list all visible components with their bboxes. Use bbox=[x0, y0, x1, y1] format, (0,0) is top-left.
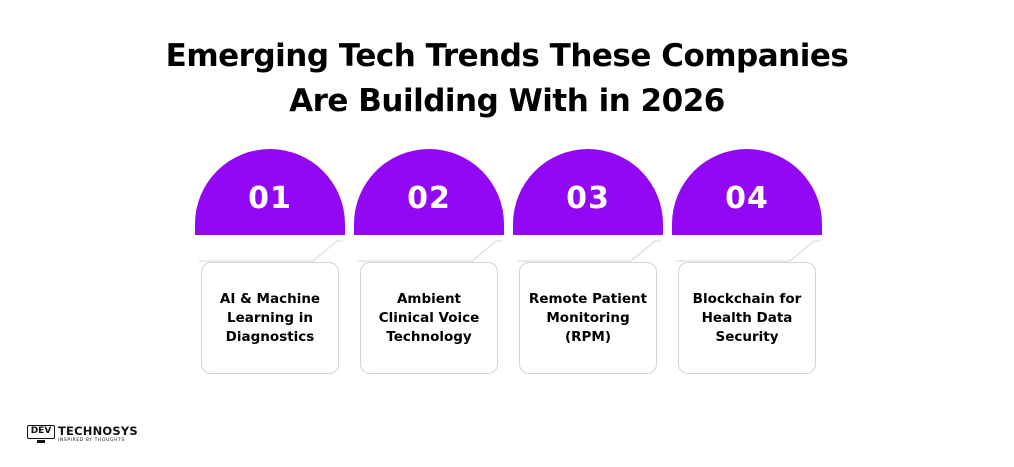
step-number-dome: 03 bbox=[513, 149, 663, 235]
step-label: Ambient Clinical Voice Technology bbox=[378, 290, 480, 345]
logo-mark: DEV bbox=[30, 426, 52, 436]
step-label-box: Blockchain for Health Data Security bbox=[678, 262, 816, 374]
company-logo: DEV TECHNOSYS INSPIRED BY THOUGHTS bbox=[27, 424, 147, 446]
step-label-box: Ambient Clinical Voice Technology bbox=[360, 262, 498, 374]
step-number: 01 bbox=[248, 180, 292, 216]
step-number-dome: 04 bbox=[672, 149, 822, 235]
step-label: AI & Machine Learning in Diagnostics bbox=[219, 290, 321, 345]
connector-line bbox=[517, 240, 661, 262]
step-card-3: 03 Remote Patient Monitoring (RPM) bbox=[513, 149, 673, 377]
step-card-1: 01 AI & Machine Learning in Diagnostics bbox=[195, 149, 355, 377]
step-number: 02 bbox=[407, 180, 451, 216]
monitor-icon: DEV bbox=[27, 425, 55, 439]
step-label-box: Remote Patient Monitoring (RPM) bbox=[519, 262, 657, 374]
connector-line bbox=[199, 240, 343, 262]
step-number-dome: 02 bbox=[354, 149, 504, 235]
step-label: Remote Patient Monitoring (RPM) bbox=[528, 290, 648, 345]
page-title: Emerging Tech Trends These Companies Are… bbox=[0, 34, 1014, 124]
title-line-1: Emerging Tech Trends These Companies bbox=[165, 38, 849, 74]
connector-line bbox=[358, 240, 502, 262]
title-line-2: Are Building With in 2026 bbox=[289, 83, 725, 119]
step-number: 03 bbox=[566, 180, 610, 216]
step-number-dome: 01 bbox=[195, 149, 345, 235]
step-label: Blockchain for Health Data Security bbox=[692, 290, 802, 345]
step-card-4: 04 Blockchain for Health Data Security bbox=[672, 149, 832, 377]
logo-tagline: INSPIRED BY THOUGHTS bbox=[58, 438, 125, 443]
step-number: 04 bbox=[725, 180, 769, 216]
step-card-2: 02 Ambient Clinical Voice Technology bbox=[354, 149, 514, 377]
step-label-box: AI & Machine Learning in Diagnostics bbox=[201, 262, 339, 374]
monitor-stand bbox=[37, 440, 45, 443]
logo-brand: TECHNOSYS bbox=[58, 424, 138, 438]
connector-line bbox=[676, 240, 820, 262]
